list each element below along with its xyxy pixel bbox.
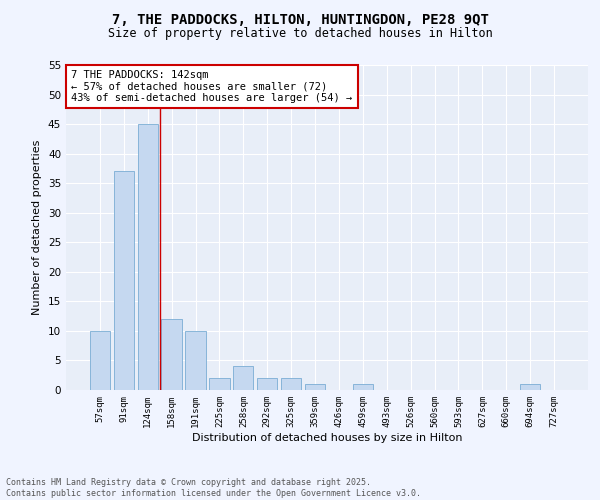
Text: 7, THE PADDOCKS, HILTON, HUNTINGDON, PE28 9QT: 7, THE PADDOCKS, HILTON, HUNTINGDON, PE2… bbox=[112, 12, 488, 26]
Bar bbox=[281, 378, 301, 390]
Bar bbox=[90, 331, 110, 390]
Text: Contains HM Land Registry data © Crown copyright and database right 2025.
Contai: Contains HM Land Registry data © Crown c… bbox=[6, 478, 421, 498]
Bar bbox=[161, 319, 182, 390]
Text: Size of property relative to detached houses in Hilton: Size of property relative to detached ho… bbox=[107, 28, 493, 40]
Bar bbox=[353, 384, 373, 390]
Bar bbox=[305, 384, 325, 390]
X-axis label: Distribution of detached houses by size in Hilton: Distribution of detached houses by size … bbox=[192, 432, 462, 442]
Bar bbox=[137, 124, 158, 390]
Bar bbox=[257, 378, 277, 390]
Bar bbox=[185, 331, 206, 390]
Bar bbox=[209, 378, 230, 390]
Bar bbox=[520, 384, 541, 390]
Bar bbox=[113, 172, 134, 390]
Bar bbox=[233, 366, 253, 390]
Text: 7 THE PADDOCKS: 142sqm
← 57% of detached houses are smaller (72)
43% of semi-det: 7 THE PADDOCKS: 142sqm ← 57% of detached… bbox=[71, 70, 352, 103]
Y-axis label: Number of detached properties: Number of detached properties bbox=[32, 140, 43, 315]
